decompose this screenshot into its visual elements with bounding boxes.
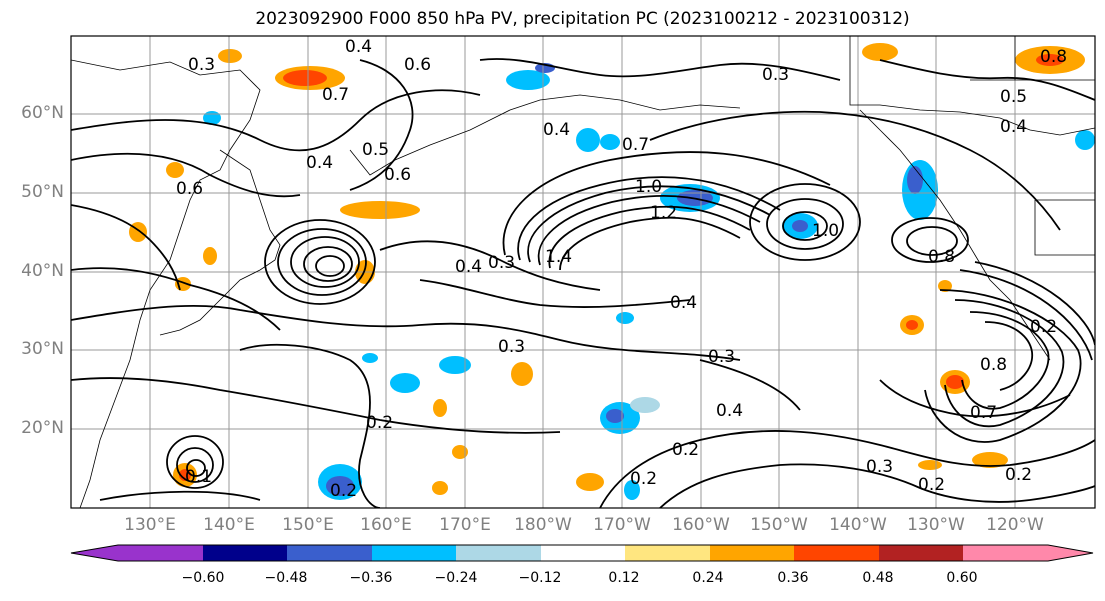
lat-label-30n: 30°N (21, 339, 64, 359)
contour-label: 0.3 (188, 55, 215, 75)
contour-label: 0.8 (928, 247, 955, 267)
pv-contours (71, 58, 1095, 508)
lat-label-60n: 60°N (21, 103, 64, 123)
lon-label: 130°W (907, 515, 965, 535)
contour-label: 0.6 (384, 165, 411, 185)
colorbar-tick-label: −0.24 (434, 570, 478, 586)
lat-label-40n: 40°N (21, 261, 64, 281)
lon-label: 170°E (439, 515, 491, 535)
lon-label: 160°W (672, 515, 730, 535)
contour-label: 1.2 (650, 203, 677, 223)
contour-label: 0.3 (498, 337, 525, 357)
contour-label: 0.8 (1040, 47, 1067, 67)
contour-label: 0.2 (672, 440, 699, 460)
colorbar-tick-label: −0.12 (518, 570, 562, 586)
colorbar-segment (625, 545, 710, 561)
contour-label: 0.4 (670, 293, 697, 313)
contour-label: 0.5 (1000, 87, 1027, 107)
lon-label: 160°E (360, 515, 412, 535)
map-title: 2023092900 F000 850 hPa PV, precipitatio… (255, 9, 910, 29)
contour-label: 0.6 (404, 55, 431, 75)
contour-label: 0.3 (488, 253, 515, 273)
contour-label: 0.2 (1030, 317, 1057, 337)
contour-label: 0.6 (176, 179, 203, 199)
colorbar-segment (963, 545, 1048, 561)
colorbar-tick-label: 0.36 (777, 570, 809, 586)
contour-label: 1.0 (635, 177, 662, 197)
lon-label: 140°W (829, 515, 887, 535)
contour-label: 0.7 (622, 135, 649, 155)
map-frame (70, 35, 1096, 509)
lon-label: 150°W (750, 515, 808, 535)
colorbar-segment (541, 545, 625, 561)
colorbar-tick-label: 0.60 (946, 570, 978, 586)
colorbar-tick-label: −0.48 (264, 570, 308, 586)
contour-label: 0.4 (455, 257, 482, 277)
lat-label-50n: 50°N (21, 182, 64, 202)
colorbar-segment (287, 545, 372, 561)
colorbar-tick-label: −0.60 (181, 570, 225, 586)
colorbar-extend-high (1048, 545, 1093, 561)
colorbar-segment (203, 545, 287, 561)
contour-label: 0.2 (630, 469, 657, 489)
contour-label: 1.0 (812, 221, 839, 241)
contour-label: 0.2 (1005, 465, 1032, 485)
colorbar-segment (372, 545, 456, 561)
contour-label: 0.8 (980, 355, 1007, 375)
contour-label: 0.2 (918, 475, 945, 495)
colorbar-segment (118, 545, 203, 561)
contour-label: 0.3 (866, 457, 893, 477)
contour-label: 0.4 (543, 120, 570, 140)
colorbar-segment (456, 545, 541, 561)
contour-label: 0.4 (716, 401, 743, 421)
colorbar-tick-label: 0.48 (862, 570, 894, 586)
lon-label: 120°W (986, 515, 1044, 535)
lon-label: 140°E (203, 515, 255, 535)
contour-label: 0.1 (185, 467, 212, 487)
lon-label: 180°W (514, 515, 572, 535)
contour-label: 0.7 (322, 85, 349, 105)
graticule (71, 36, 1095, 508)
coastlines (71, 36, 1095, 508)
contour-label: 0.4 (345, 37, 372, 57)
contour-label: 0.3 (708, 347, 735, 367)
contour-label: 0.2 (330, 481, 357, 501)
lon-label: 130°E (124, 515, 176, 535)
contour-label-layer: 0.3 0.4 0.6 0.7 0.4 0.5 0.6 0.4 0.7 0.3 … (176, 37, 1067, 501)
colorbar-extend-low (71, 545, 118, 561)
map-plot: 0.3 0.4 0.6 0.7 0.4 0.5 0.6 0.4 0.7 0.3 … (70, 35, 1096, 509)
contour-label: 0.3 (762, 65, 789, 85)
colorbar-tick-label: 0.24 (692, 570, 724, 586)
contour-label: 0.2 (366, 413, 393, 433)
colorbar-segment (794, 545, 879, 561)
contour-label: 0.5 (362, 140, 389, 160)
contour-label: 1.4 (545, 247, 572, 267)
contour-label: 0.4 (306, 153, 333, 173)
lon-label: 150°E (282, 515, 334, 535)
colorbar-tick-label: 0.12 (608, 570, 640, 586)
lon-label: 170°W (593, 515, 651, 535)
contour-label: 0.7 (970, 403, 997, 423)
colorbar-segment (879, 545, 963, 561)
lat-label-20n: 20°N (21, 418, 64, 438)
contour-label: 0.4 (1000, 117, 1027, 137)
colorbar-tick-label: −0.36 (349, 570, 393, 586)
colorbar-segment (710, 545, 794, 561)
